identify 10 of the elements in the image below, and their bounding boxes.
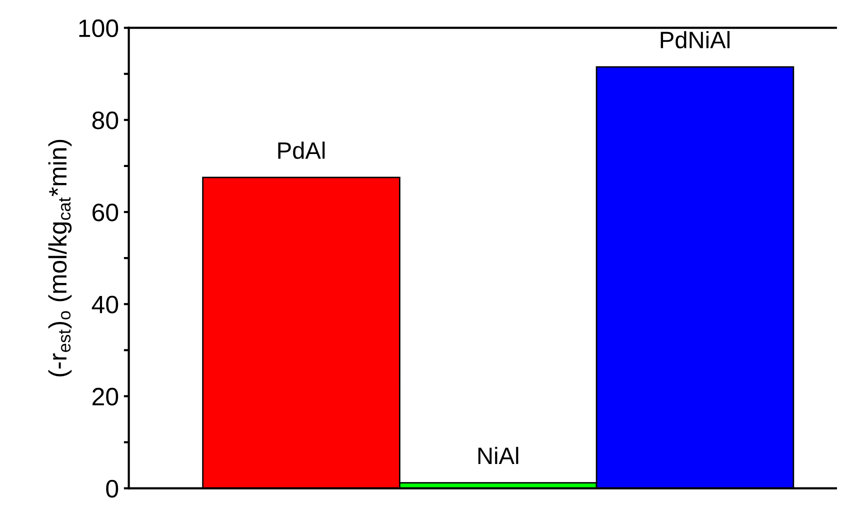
y-tick-label: 40 bbox=[92, 296, 118, 314]
y-tick-label: 0 bbox=[106, 480, 118, 498]
x-tick-label: PdAl bbox=[278, 142, 325, 159]
x-tick-label: NiAl bbox=[478, 446, 518, 464]
y-axis-title: (-r$_{est}$)$_{o}$ (mol/kg$_{cat}$*min) bbox=[48, 140, 72, 376]
y-tick-label: 100 bbox=[79, 19, 118, 38]
y-tick-label: 60 bbox=[92, 204, 118, 222]
y-tick-label: 80 bbox=[92, 112, 118, 130]
y-tick-label: 20 bbox=[92, 388, 118, 406]
x-tick-label: PdNiAl bbox=[660, 31, 730, 48]
